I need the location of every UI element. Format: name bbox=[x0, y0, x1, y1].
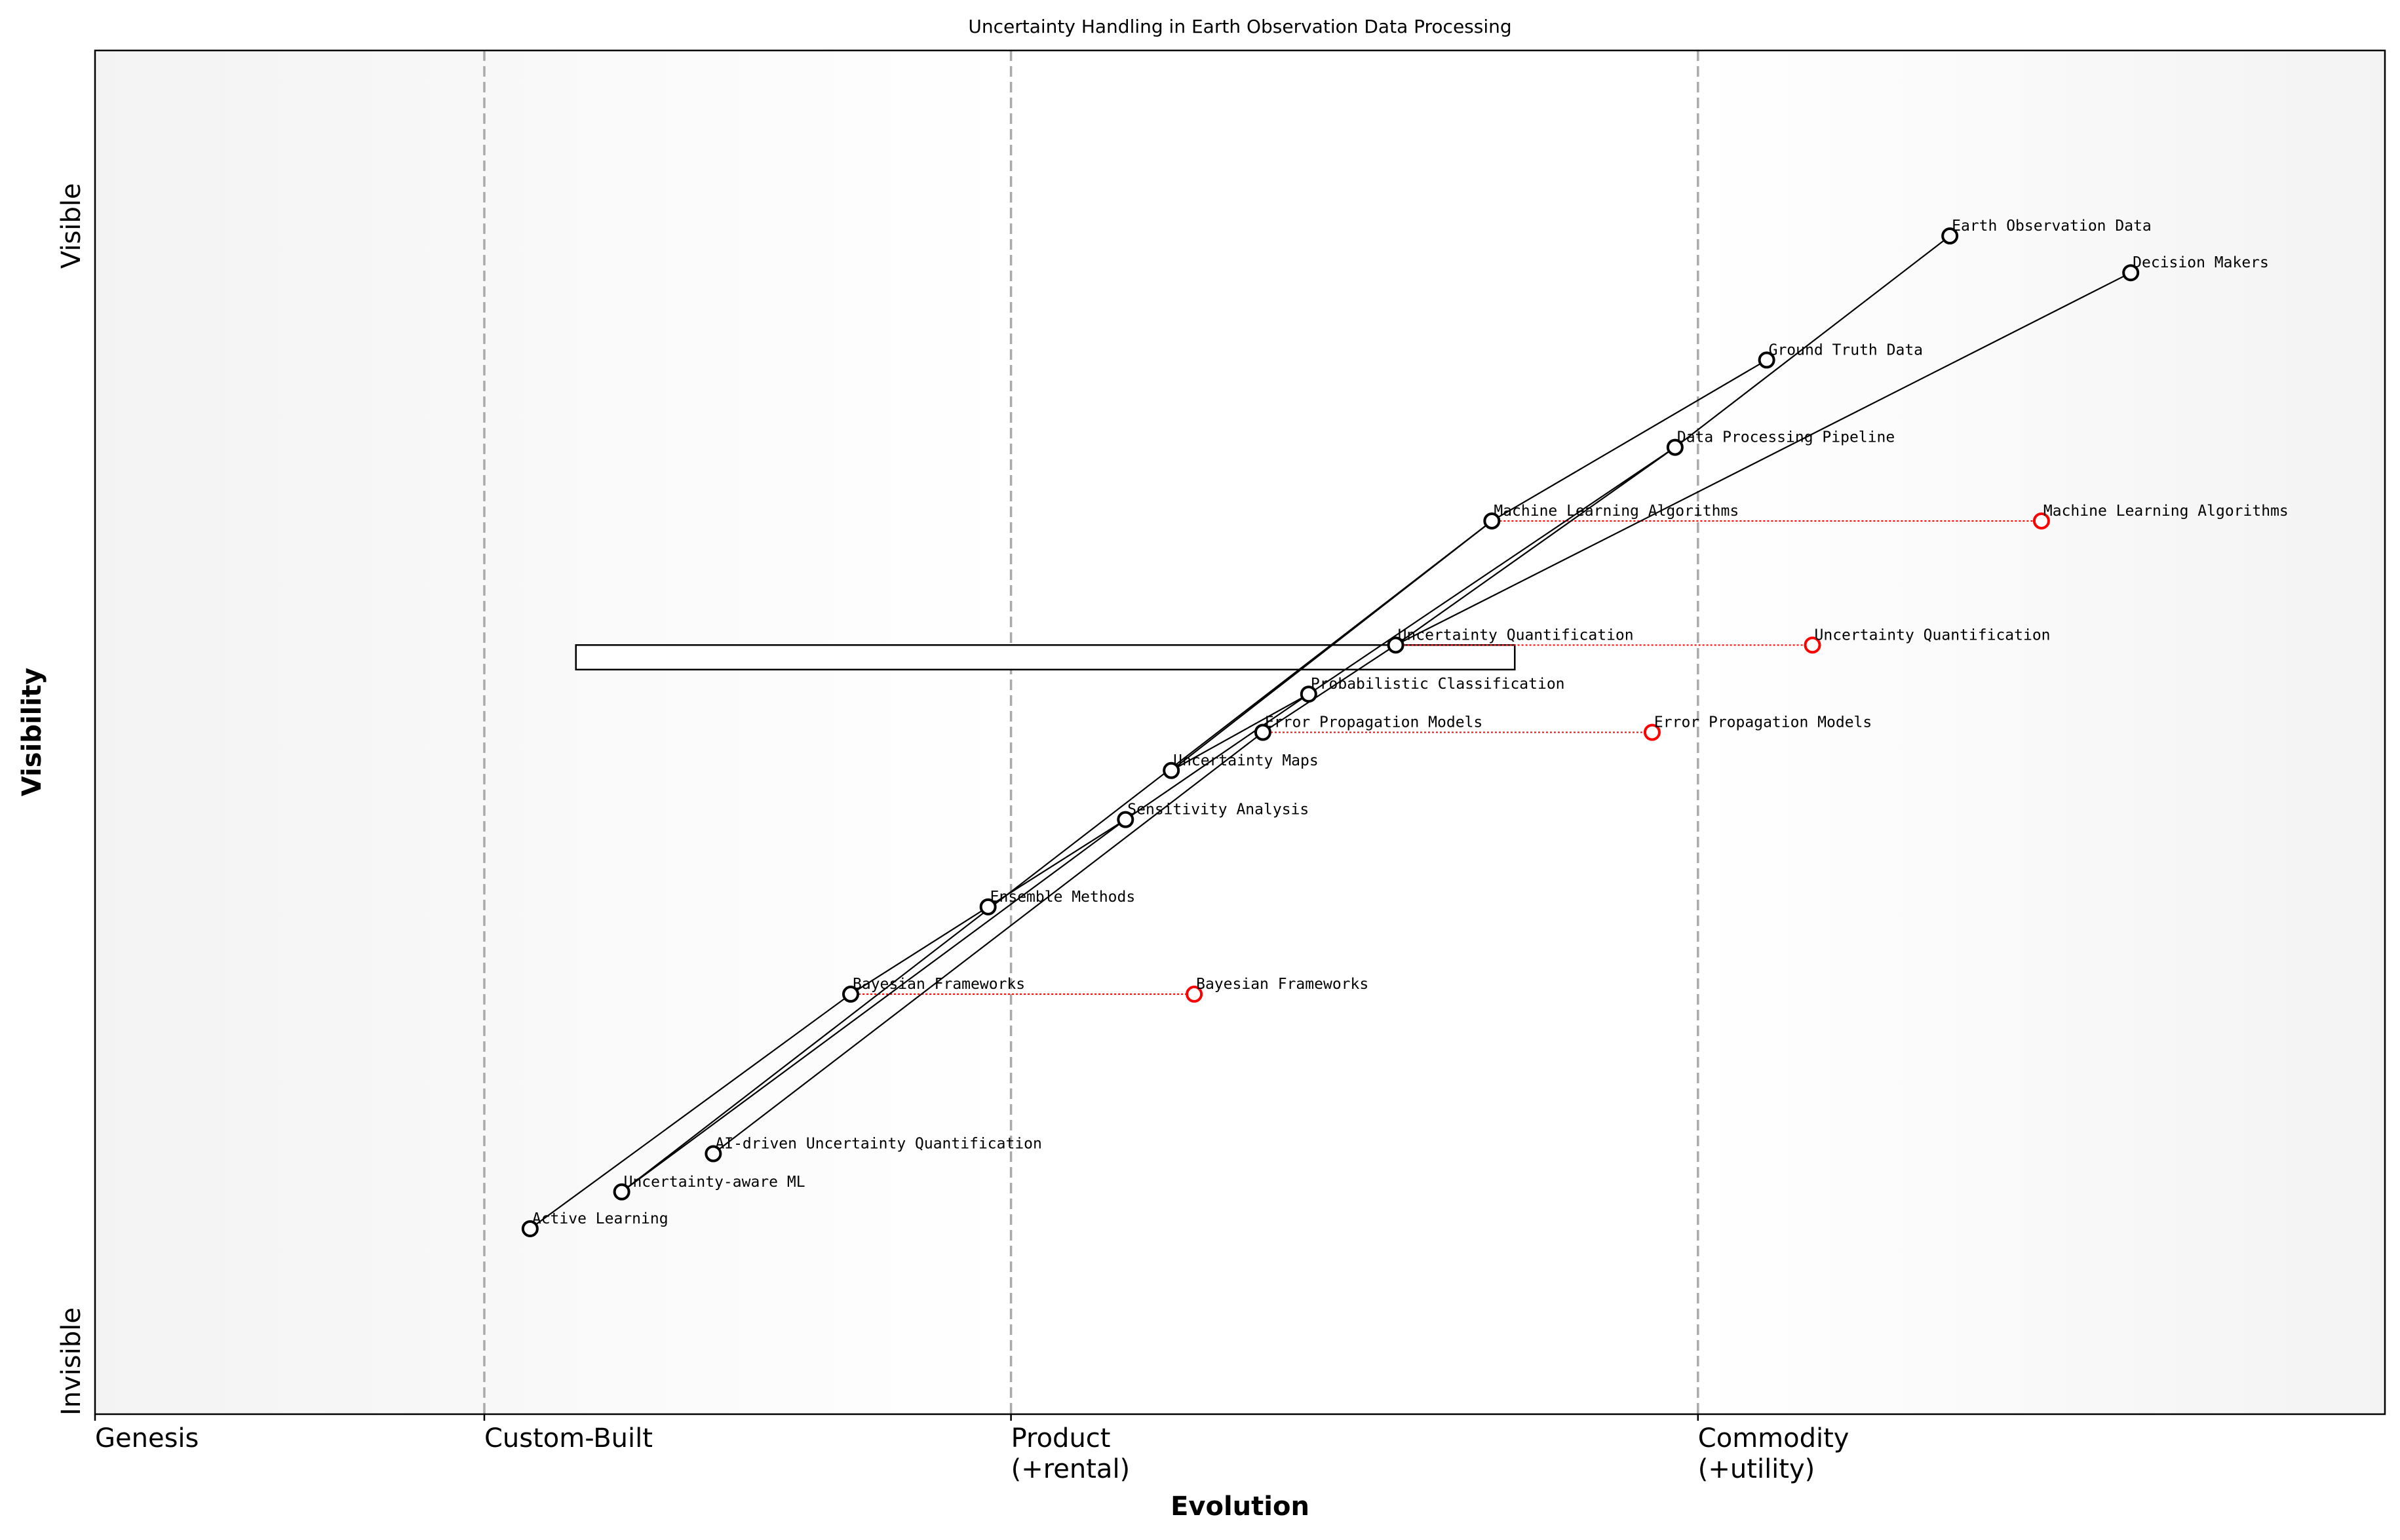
evolution-lines bbox=[851, 520, 2042, 995]
component-label: Uncertainty-aware ML bbox=[624, 1174, 805, 1191]
link-line bbox=[712, 731, 1264, 1155]
component-label: Ground Truth Data bbox=[1769, 341, 1923, 358]
evolved-node bbox=[1804, 636, 1821, 654]
component-label: Probabilistic Classification bbox=[1311, 676, 1565, 693]
chart-title: Uncertainty Handling in Earth Observatio… bbox=[968, 16, 1511, 37]
component-label: Sensitivity Analysis bbox=[1127, 801, 1309, 818]
link-line bbox=[1308, 446, 1676, 695]
y-axis-label: Visibility bbox=[17, 668, 47, 796]
component-node bbox=[1483, 512, 1501, 529]
evolved-label: Bayesian Frameworks bbox=[1196, 976, 1368, 993]
evolved-label: Uncertainty Quantification bbox=[1815, 626, 2051, 644]
component-label: Error Propagation Models bbox=[1265, 714, 1482, 731]
stage-label: Genesis bbox=[95, 1423, 199, 1453]
link-line bbox=[988, 818, 1126, 908]
link-line bbox=[621, 818, 1126, 1193]
component-node bbox=[1300, 685, 1317, 703]
link-line bbox=[850, 906, 989, 995]
component-label: Active Learning bbox=[532, 1210, 668, 1227]
stage-label: Custom-Built bbox=[484, 1423, 653, 1453]
link-line bbox=[1171, 693, 1309, 771]
component-label: AI-driven Uncertainty Quantification bbox=[715, 1136, 1042, 1153]
y-tick-visible: Visible bbox=[56, 183, 87, 269]
component-label: Decision Makers bbox=[2133, 254, 2269, 271]
plot-frame bbox=[94, 49, 2386, 1415]
link-line bbox=[1395, 272, 2131, 646]
component-label: Machine Learning Algorithms bbox=[1494, 503, 1739, 520]
component-label: Ensemble Methods bbox=[990, 889, 1136, 906]
y-tick-invisible: Invisible bbox=[56, 1307, 87, 1415]
component-label: Bayesian Frameworks bbox=[853, 976, 1025, 993]
link-line bbox=[1125, 693, 1309, 820]
component-node bbox=[1117, 811, 1134, 828]
stage-label: Product bbox=[1011, 1423, 1111, 1453]
component-label: Earth Observation Data bbox=[1952, 218, 2152, 235]
link-line bbox=[1491, 359, 1768, 522]
evolved-label: Error Propagation Models bbox=[1654, 714, 1872, 731]
stage-sublabel: (+utility) bbox=[1698, 1454, 1815, 1484]
component-node bbox=[1758, 351, 1775, 369]
x-axis-label: Evolution bbox=[1171, 1492, 1309, 1522]
link-line bbox=[530, 993, 851, 1229]
pipelines bbox=[575, 644, 1516, 671]
link-line bbox=[1674, 235, 1950, 448]
component-node bbox=[1666, 438, 1684, 456]
component-node bbox=[613, 1183, 630, 1201]
evolved-node bbox=[2032, 512, 2050, 529]
components: Earth Observation Data Decision Makers Gro… bbox=[521, 218, 2289, 1237]
component-node bbox=[1941, 227, 1959, 245]
stage-labels: Genesis Custom-Built Product(+rental) Commo… bbox=[94, 1414, 1849, 1484]
evolved-node bbox=[1643, 723, 1661, 741]
component-node bbox=[1254, 723, 1271, 741]
component-node bbox=[1387, 636, 1404, 654]
component-label: Uncertainty Quantification bbox=[1398, 626, 1634, 644]
pipeline-box bbox=[575, 644, 1516, 671]
component-label: Uncertainty Maps bbox=[1173, 752, 1319, 769]
component-node bbox=[2122, 264, 2140, 282]
component-node bbox=[1163, 761, 1180, 779]
component-label: Data Processing Pipeline bbox=[1677, 429, 1895, 446]
stage-sublabel: (+rental) bbox=[1011, 1454, 1131, 1484]
evolved-label: Machine Learning Algorithms bbox=[2043, 503, 2289, 520]
component-node bbox=[979, 898, 997, 915]
links bbox=[530, 235, 2131, 1229]
component-node bbox=[521, 1220, 539, 1237]
component-node bbox=[842, 986, 860, 1003]
link-line bbox=[621, 520, 1493, 1193]
component-node bbox=[705, 1145, 722, 1163]
link-line bbox=[1395, 446, 1676, 646]
link-line bbox=[1262, 644, 1397, 733]
evolved-node bbox=[1186, 986, 1203, 1003]
stage-label: Commodity bbox=[1698, 1423, 1849, 1453]
stage-dividers bbox=[483, 50, 1699, 1414]
